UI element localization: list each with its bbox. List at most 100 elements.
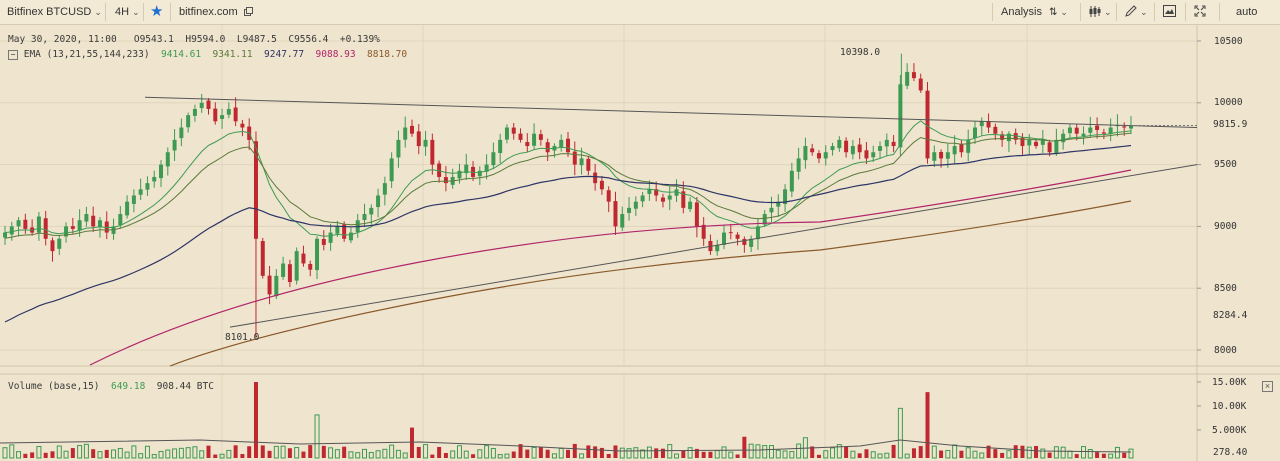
toolbar-divider	[1185, 3, 1186, 21]
drawing-tools-menu[interactable]: ⌄	[1125, 0, 1148, 24]
volume-bar	[816, 454, 821, 458]
site-link[interactable]: bitfinex.com	[179, 0, 253, 24]
candle-body	[64, 226, 69, 237]
fullscreen-button[interactable]	[1194, 0, 1206, 24]
volume-bar	[233, 445, 238, 458]
volume-bar	[334, 449, 340, 459]
volume-bar	[993, 449, 998, 458]
volume-bar	[192, 446, 198, 459]
volume-bar	[484, 445, 490, 459]
volume-current-label: 278.40	[1210, 447, 1251, 458]
volume-bar	[301, 451, 306, 458]
volume-bar	[23, 453, 28, 458]
candle-body	[694, 202, 699, 227]
volume-bar	[945, 449, 951, 459]
candle-body	[884, 139, 889, 147]
symbol-selector[interactable]: Bitfinex BTCUSD ⌄	[7, 0, 102, 24]
chart-type-menu[interactable]: ⌄	[1089, 0, 1112, 24]
volume-bar	[178, 447, 184, 459]
candle-body	[735, 234, 740, 239]
legend-low: L9487.5	[236, 34, 277, 45]
chevron-down-icon: ⌄	[94, 7, 102, 17]
candle-body	[423, 139, 428, 147]
volume-bar	[273, 445, 279, 459]
candle-body	[972, 127, 977, 139]
volume-bar	[735, 454, 740, 458]
candle-body	[749, 238, 754, 247]
volume-bar	[572, 443, 577, 458]
volume-bar	[158, 450, 164, 459]
candle-body	[172, 139, 177, 151]
collapse-icon[interactable]: −	[8, 49, 18, 60]
ema144-value: 9088.93	[315, 49, 356, 60]
candle-body	[979, 121, 984, 127]
ema13-line	[4, 120, 1132, 237]
candle-body	[382, 183, 387, 195]
volume-bar	[796, 443, 802, 459]
favorite-star-icon[interactable]: ★	[150, 3, 164, 20]
candle-body	[1122, 126, 1127, 128]
screenshot-button[interactable]	[1163, 0, 1176, 24]
interval-selector[interactable]: 4H ⌄	[115, 0, 140, 24]
volume-bar	[599, 447, 604, 458]
candle-body	[1108, 127, 1113, 134]
volume-bar	[308, 445, 313, 458]
volume-bar	[810, 446, 815, 458]
volume-value-1: 649.18	[110, 381, 146, 392]
volume-bar	[1108, 453, 1114, 459]
volume-bar	[531, 446, 537, 459]
site-label: bitfinex.com	[179, 6, 238, 18]
volume-bar	[1060, 446, 1066, 459]
close-icon[interactable]: ×	[1262, 381, 1273, 392]
price-tick: 10000	[1214, 97, 1243, 108]
volume-bar	[986, 445, 991, 458]
price-tick: 8000	[1214, 345, 1237, 356]
volume-bar	[490, 448, 496, 459]
volume-bar	[755, 444, 761, 459]
high-annotation: 10398.0	[840, 47, 881, 58]
candle-body	[769, 207, 774, 213]
candle-body	[864, 150, 869, 159]
candle-body	[925, 90, 930, 159]
volume-bar	[768, 445, 774, 459]
candle-body	[898, 84, 903, 148]
volume-bar	[91, 449, 96, 458]
candle-body	[871, 152, 876, 158]
symbol-label: Bitfinex BTCUSD	[7, 6, 92, 18]
candle-body	[206, 100, 211, 109]
candle-body	[586, 158, 591, 171]
auto-scale-toggle[interactable]: auto	[1236, 0, 1257, 24]
price-tick: 10500	[1214, 36, 1243, 47]
candle-body	[267, 275, 272, 295]
volume-bar	[43, 452, 48, 458]
volume-bar	[593, 446, 598, 458]
toolbar-divider	[1080, 3, 1081, 21]
candle-body	[416, 131, 421, 147]
candle-body	[986, 120, 991, 128]
image-icon	[1163, 5, 1176, 17]
candle-body	[328, 232, 333, 243]
candle-body	[911, 72, 916, 79]
candle-body	[301, 253, 306, 264]
candle-body	[918, 78, 923, 91]
volume-bar	[939, 450, 944, 458]
toolbar-divider	[1154, 3, 1155, 21]
volume-bar	[830, 447, 836, 459]
volume-bar	[287, 448, 292, 458]
candle-body	[213, 108, 218, 122]
candle-body	[260, 241, 265, 276]
legend-change: +0.139%	[339, 34, 380, 45]
candle-body	[396, 139, 401, 158]
volume-bar	[728, 451, 734, 459]
candle-body	[192, 108, 197, 116]
analysis-menu[interactable]: Analysis ⇅ ⌄	[1001, 0, 1068, 24]
volume-bar	[70, 448, 75, 458]
volume-bar	[931, 445, 937, 459]
volume-bar	[748, 443, 754, 459]
volume-bar	[925, 392, 930, 458]
candle-body	[477, 170, 482, 177]
volume-bar	[253, 382, 258, 458]
volume-bar	[117, 447, 123, 459]
volume-bar	[877, 453, 883, 459]
